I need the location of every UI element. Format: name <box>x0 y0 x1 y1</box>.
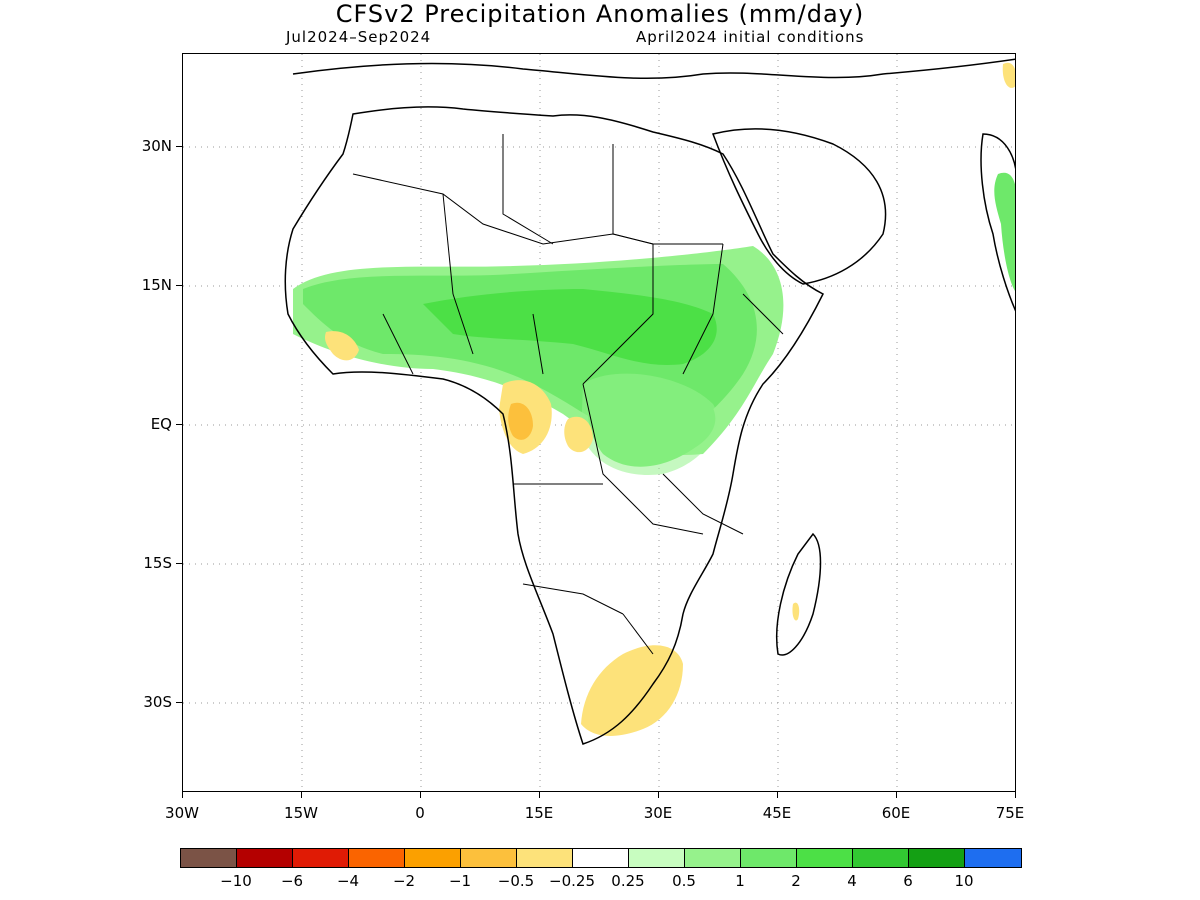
colorbar-swatch <box>573 849 629 867</box>
anomaly-shading <box>293 62 1015 736</box>
colorbar-swatch <box>405 849 461 867</box>
colorbar-swatch <box>965 849 1021 867</box>
y-tick <box>176 424 182 425</box>
x-label-30e: 30E <box>643 804 673 822</box>
x-label-45e: 45E <box>762 804 792 822</box>
x-tick <box>420 792 421 798</box>
y-label-15n: 15N <box>141 276 172 294</box>
colorbar-swatch <box>461 849 517 867</box>
colorbar-tick-label: 4 <box>847 872 857 890</box>
europe-coast <box>292 58 1015 80</box>
colorbar-tick-label: −6 <box>280 872 304 890</box>
sahel-darker <box>423 289 717 365</box>
country-borders <box>352 134 784 655</box>
madagascar-outline <box>775 532 822 656</box>
x-label-0: 0 <box>415 804 425 822</box>
x-label-60e: 60E <box>881 804 911 822</box>
africa-outline <box>284 106 825 745</box>
colorbar-tick-label: −0.25 <box>549 872 595 890</box>
colorbar-tick-label: 10 <box>954 872 974 890</box>
colorbar-tick-label: 2 <box>791 872 801 890</box>
india-outline <box>980 133 1015 312</box>
asia-yellow <box>1002 62 1015 88</box>
colorbar-swatch <box>517 849 573 867</box>
colorbar-swatch <box>909 849 965 867</box>
guinea-coast-yellow <box>324 331 359 361</box>
colorbar-legend <box>180 848 1022 868</box>
arabia-outline <box>712 128 887 285</box>
x-tick <box>182 792 183 798</box>
x-label-15e: 15E <box>524 804 554 822</box>
map-svg <box>183 54 1015 791</box>
x-tick <box>658 792 659 798</box>
x-tick <box>777 792 778 798</box>
y-label-30s: 30S <box>143 693 172 711</box>
coastlines <box>284 58 1015 745</box>
colorbar-tick-label: 6 <box>903 872 913 890</box>
gabon-orange <box>508 402 533 440</box>
colorbar-swatch <box>741 849 797 867</box>
colorbar-swatch <box>293 849 349 867</box>
colorbar-tick-label: −10 <box>220 872 252 890</box>
y-label-eq: EQ <box>150 415 172 433</box>
x-tick <box>1015 792 1016 798</box>
colorbar-swatch <box>629 849 685 867</box>
colorbar-tick-label: −1 <box>448 872 472 890</box>
colorbar-swatch <box>237 849 293 867</box>
x-tick <box>539 792 540 798</box>
y-tick <box>176 702 182 703</box>
y-tick <box>176 563 182 564</box>
y-tick <box>176 146 182 147</box>
x-label-15w: 15W <box>284 804 318 822</box>
colorbar-tick-label: −2 <box>392 872 416 890</box>
colorbar-swatch <box>685 849 741 867</box>
y-tick <box>176 285 182 286</box>
x-tick <box>301 792 302 798</box>
y-label-15s: 15S <box>143 554 172 572</box>
colorbar-swatch <box>181 849 237 867</box>
colorbar-tick-label: −0.5 <box>497 872 535 890</box>
map-panel <box>182 53 1016 792</box>
chart-title: CFSv2 Precipitation Anomalies (mm/day) <box>335 0 865 28</box>
india-green <box>994 172 1015 291</box>
colorbar-tick-label: 0.25 <box>611 872 645 890</box>
forecast-period: Jul2024–Sep2024 <box>286 28 432 46</box>
colorbar-tick-label: −4 <box>336 872 360 890</box>
south-africa-yellow <box>581 645 683 736</box>
colorbar-tick-label: 1 <box>735 872 745 890</box>
colorbar-swatch <box>853 849 909 867</box>
colorbar-swatch <box>797 849 853 867</box>
madagascar-yellow <box>792 602 800 621</box>
congo-light <box>581 373 718 475</box>
congo-yellow <box>564 416 593 453</box>
x-tick <box>896 792 897 798</box>
x-label-75e: 75E <box>995 804 1025 822</box>
x-label-30w: 30W <box>165 804 199 822</box>
initial-conditions: April2024 initial conditions <box>636 28 865 46</box>
colorbar-swatch <box>349 849 405 867</box>
y-label-30n: 30N <box>141 137 172 155</box>
colorbar-tick-label: 0.5 <box>672 872 696 890</box>
